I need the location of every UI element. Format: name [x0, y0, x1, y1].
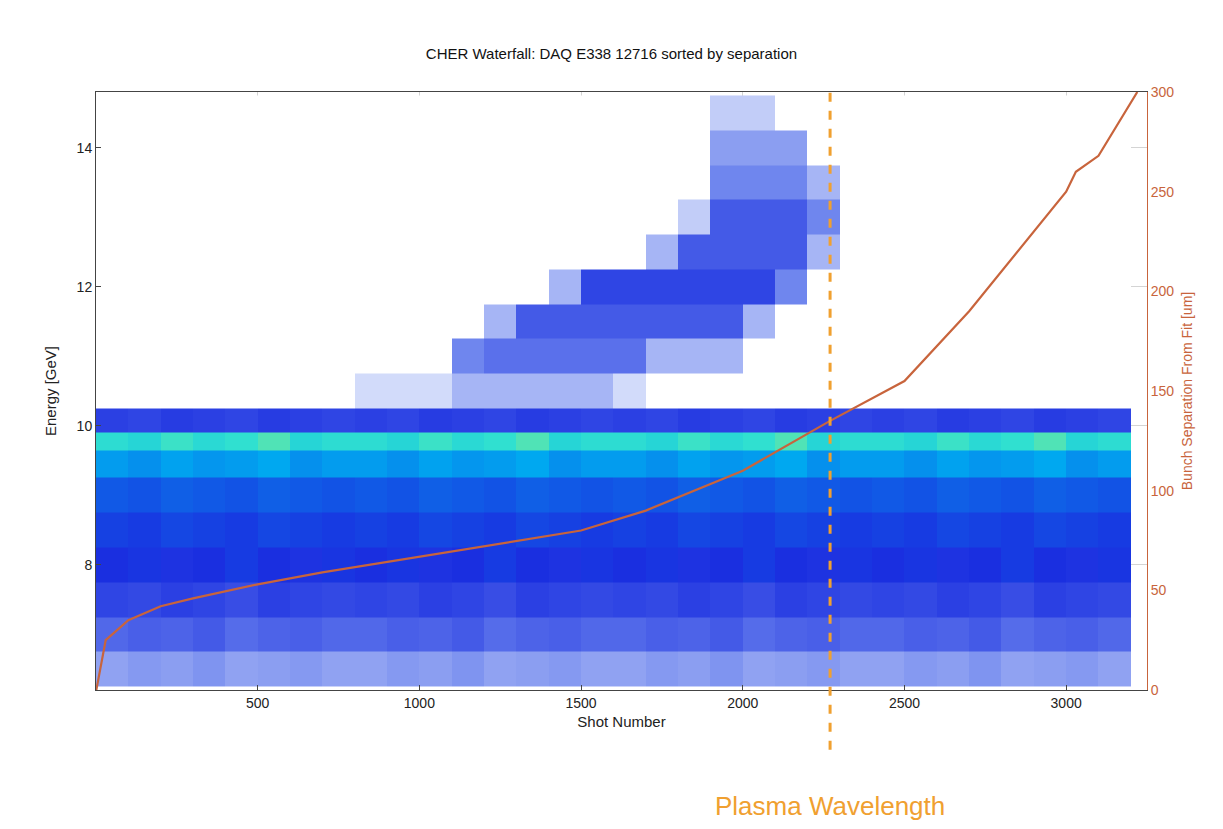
svg-text:3000: 3000 [1051, 695, 1082, 711]
svg-text:Shot Number: Shot Number [577, 713, 665, 730]
svg-text:CHER Waterfall: DAQ E338 12716: CHER Waterfall: DAQ E338 12716 sorted by… [426, 45, 797, 62]
svg-text:2500: 2500 [889, 695, 920, 711]
svg-text:2000: 2000 [727, 695, 758, 711]
svg-text:Bunch Separation From Fit [um]: Bunch Separation From Fit [um] [1179, 292, 1195, 490]
svg-text:300: 300 [1151, 84, 1175, 100]
svg-text:0: 0 [1151, 682, 1159, 698]
svg-text:Energy [GeV]: Energy [GeV] [42, 346, 59, 436]
svg-text:10: 10 [77, 418, 93, 434]
svg-text:8: 8 [84, 557, 92, 573]
svg-text:50: 50 [1151, 582, 1167, 598]
svg-text:150: 150 [1151, 383, 1175, 399]
svg-text:500: 500 [246, 695, 270, 711]
svg-text:100: 100 [1151, 483, 1175, 499]
svg-text:250: 250 [1151, 184, 1175, 200]
svg-text:200: 200 [1151, 283, 1175, 299]
svg-text:14: 14 [77, 140, 93, 156]
svg-text:Plasma Wavelength: Plasma Wavelength [715, 791, 945, 821]
svg-text:12: 12 [77, 279, 93, 295]
svg-text:1500: 1500 [566, 695, 597, 711]
svg-text:1000: 1000 [404, 695, 435, 711]
